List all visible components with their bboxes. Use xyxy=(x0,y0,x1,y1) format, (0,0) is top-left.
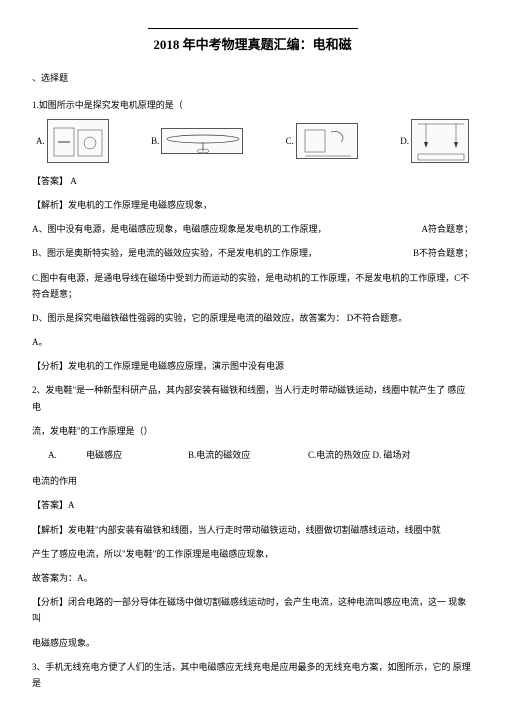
q3-stem: 3、手机无线充电方便了人们的生活，其中电磁感应无线充电是应用最多的无线充电方案，… xyxy=(32,659,473,691)
title-rule xyxy=(148,28,358,29)
q1-figures: A. B. C. D. xyxy=(32,119,473,163)
q1-stem: 1.如图所示中是探究发电机原理的是（ xyxy=(32,97,473,113)
figure-a-label: A. xyxy=(36,133,45,149)
figure-c-image xyxy=(296,123,358,159)
q2-so: 故答案为：A。 xyxy=(32,570,473,586)
figure-b: B. xyxy=(151,128,243,154)
q1-option-b-line: B、图示是奥斯特实验，是电流的磁效应实验，不是发电机的工作原理， B不符合题意； xyxy=(32,245,473,261)
figure-c-label: C. xyxy=(286,133,294,149)
q1-option-d-pre: D、图示是探究电磁铁磁性强弱的实验，它的原理是电流的磁效应，故答案为： xyxy=(32,313,345,323)
q2-opt-cd: C.电流的热效应 D. 磁场对 xyxy=(308,447,473,463)
q2-opt-a-text: 电磁感应 xyxy=(86,450,122,460)
q2-explain-2: 产生了感应电流，所以"发电鞋"的工作原理是电磁感应现象， xyxy=(32,546,473,562)
q2-stem-2: 流，发电鞋"的工作原理是（） xyxy=(32,423,473,439)
figure-d-image xyxy=(411,119,469,163)
q1-explain-head: 【解析】发电机的工作原理是电磁感应现象， xyxy=(32,197,473,213)
figure-b-label: B. xyxy=(151,133,159,149)
q2-answer: 【答案】A xyxy=(32,497,473,513)
q1-a-period: A。 xyxy=(32,334,473,350)
q1-option-a-text: A、图中没有电源，是电磁感应现象，电磁感应现象是发电机的工作原理， xyxy=(32,224,327,234)
q2-opt-cont: 电流的作用 xyxy=(32,473,473,489)
figure-b-image xyxy=(161,128,243,154)
q1-option-b-text: B、图示是奥斯特实验，是电流的磁效应实验，不是发电机的工作原理， xyxy=(32,248,317,258)
q1-option-d-line: D、图示是探究电磁铁磁性强弱的实验，它的原理是电流的磁效应，故答案为： D不符合… xyxy=(32,310,473,326)
q1-option-a-line: A、图中没有电源，是电磁感应现象，电磁感应现象是发电机的工作原理， A符合题意； xyxy=(32,221,473,237)
figure-d: D. xyxy=(400,119,469,163)
figure-a-image xyxy=(47,119,109,163)
q1-option-d-tag: D不符合题意。 xyxy=(347,313,408,323)
q1-option-c-line: C.图中有电源，是通电导线在磁场中受到力而运动的实验，是电动机的工作原理，不是发… xyxy=(32,270,473,302)
q2-opt-a-label: A. xyxy=(48,450,57,460)
q2-analysis-2: 电磁感应现象。 xyxy=(32,635,473,651)
q1-answer: 【答案】 A xyxy=(32,173,473,189)
page-title: 2018 年中考物理真题汇编：电和磁 xyxy=(32,33,473,56)
q2-stem-1: 2、发电鞋"是一种新型科研产品，其内部安装有磁铁和线圈，当人行走时带动磁铁运动，… xyxy=(32,382,473,414)
q1-option-b-tag: B不符合题意； xyxy=(413,245,473,261)
q2-explain-1: 【解析】发电鞋"内部安装有磁铁和线圈，当人行走时带动磁铁运动，线圈做切割磁感线运… xyxy=(32,522,473,538)
q2-opt-a: A. 电磁感应 xyxy=(48,447,188,463)
figure-c: C. xyxy=(286,123,358,159)
q2-analysis-1: 【分析】闭合电路的一部分导体在磁场中做切割磁感线运动时，会产生电流，这种电流叫感… xyxy=(32,594,473,626)
figure-d-label: D. xyxy=(400,133,409,149)
q1-option-a-tag: A符合题意； xyxy=(422,221,474,237)
q2-options: A. 电磁感应 B.电流的磁效应 C.电流的热效应 D. 磁场对 xyxy=(32,447,473,463)
section-heading: 、选择题 xyxy=(32,70,473,86)
figure-a: A. xyxy=(36,119,109,163)
q1-analysis: 【分析】发电机的工作原理是电磁感应原理，演示图中没有电源 xyxy=(32,358,473,374)
q2-opt-b: B.电流的磁效应 xyxy=(188,447,308,463)
